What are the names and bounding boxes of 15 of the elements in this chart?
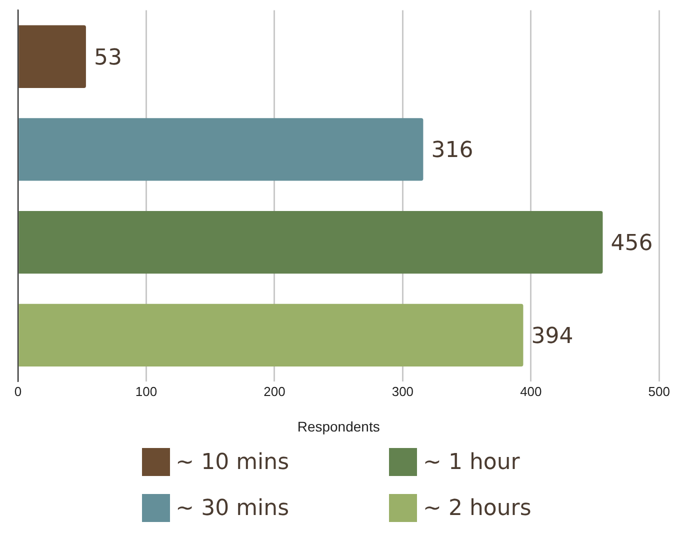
x-tick-label: 300	[392, 384, 414, 399]
legend-label: ~ 10 mins	[176, 450, 290, 474]
x-axis-title: Respondents	[297, 418, 380, 434]
x-tick-label: 100	[135, 384, 158, 399]
data-label: 456	[610, 231, 653, 256]
data-label: 394	[531, 324, 574, 349]
x-tick-label: 500	[648, 384, 670, 399]
x-tick-label: 200	[264, 384, 286, 399]
x-tick-label: 0	[14, 384, 22, 399]
data-label: 316	[431, 138, 474, 164]
legend-label: ~ 1 hour	[423, 450, 520, 474]
legend-label: ~ 2 hours	[423, 496, 532, 520]
data-label: 53	[94, 45, 122, 70]
x-tick-label: 400	[520, 384, 542, 399]
legend-label: ~ 30 mins	[176, 496, 290, 520]
